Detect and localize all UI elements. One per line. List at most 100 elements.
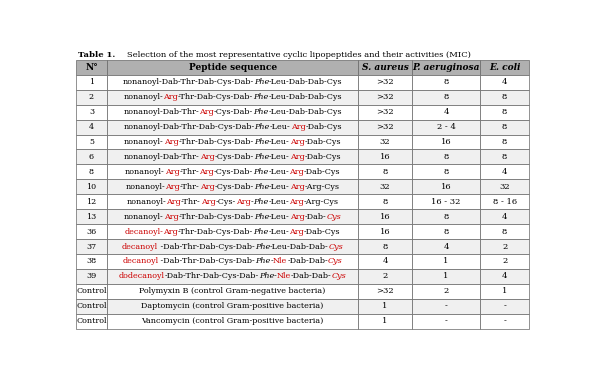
Text: -Dab-Thr-Dab-Cys-Dab-: -Dab-Thr-Dab-Cys-Dab- (158, 243, 255, 250)
Bar (76, 224, 107, 239)
Text: Arg: Arg (290, 123, 305, 131)
Text: -Dab-Cys: -Dab-Cys (305, 138, 341, 146)
Text: 32: 32 (380, 138, 390, 146)
Text: -Leu-: -Leu- (268, 198, 289, 206)
Text: 16: 16 (380, 153, 390, 161)
Text: 2: 2 (502, 243, 508, 250)
Text: Arg: Arg (199, 108, 214, 116)
Text: 37: 37 (86, 243, 96, 250)
Text: 8: 8 (502, 228, 508, 236)
Bar (412, 284, 480, 299)
Bar (76, 254, 107, 269)
Text: 8: 8 (443, 168, 449, 176)
Text: Phe: Phe (255, 257, 270, 266)
Text: nonanoyl-: nonanoyl- (126, 198, 166, 206)
Text: Cys: Cys (332, 272, 346, 280)
Text: Vancomycin (control Gram-positive bacteria): Vancomycin (control Gram-positive bacter… (142, 317, 324, 325)
Bar (76, 135, 107, 150)
Text: N°: N° (85, 63, 98, 72)
Text: -Thr-: -Thr- (181, 198, 201, 206)
Text: >32: >32 (376, 123, 394, 131)
Text: Arg: Arg (289, 228, 304, 236)
Text: Arg: Arg (290, 213, 305, 221)
Bar (76, 269, 107, 284)
Text: 8: 8 (89, 168, 94, 176)
Bar (412, 209, 480, 224)
Bar (412, 164, 480, 179)
Text: -Leu-: -Leu- (269, 153, 290, 161)
Text: 8: 8 (443, 228, 449, 236)
Text: Daptomycin (control Gram-positive bacteria): Daptomycin (control Gram-positive bacter… (142, 302, 324, 310)
Text: -Leu-Dab-Dab-: -Leu-Dab-Dab- (270, 243, 328, 250)
Text: Phe: Phe (255, 243, 270, 250)
Text: Arg: Arg (164, 213, 178, 221)
Text: 1: 1 (89, 78, 94, 86)
Bar (76, 60, 107, 75)
Text: 4: 4 (502, 213, 508, 221)
Text: nonanoyl-: nonanoyl- (125, 168, 165, 176)
Text: decanoyl-: decanoyl- (124, 228, 164, 236)
Bar (480, 254, 530, 269)
Text: Arg: Arg (163, 93, 178, 101)
Text: -Arg-Cys: -Arg-Cys (305, 183, 340, 191)
Text: -: - (270, 257, 273, 266)
Bar (412, 119, 480, 135)
Text: 16: 16 (441, 138, 452, 146)
Bar (358, 105, 412, 119)
Text: 1: 1 (502, 287, 508, 295)
Bar (480, 224, 530, 239)
Text: Control: Control (76, 302, 107, 310)
Text: 2: 2 (502, 257, 508, 266)
Text: Phe: Phe (253, 228, 268, 236)
Bar (358, 284, 412, 299)
Text: nonanoyl-Dab-Thr-: nonanoyl-Dab-Thr- (123, 108, 199, 116)
Text: 39: 39 (86, 272, 96, 280)
Bar (358, 150, 412, 164)
Text: -Thr-Dab-Cys-Dab-: -Thr-Dab-Cys-Dab- (178, 228, 253, 236)
Text: 1: 1 (443, 257, 449, 266)
Bar (358, 179, 412, 194)
Text: nonanoyl-Dab-Thr-Dab-Cys-Dab-: nonanoyl-Dab-Thr-Dab-Cys-Dab- (123, 123, 255, 131)
Text: Nle: Nle (277, 272, 291, 280)
Bar (107, 135, 358, 150)
Text: Phe: Phe (259, 272, 274, 280)
Text: nonanoyl-: nonanoyl- (124, 213, 164, 221)
Text: -Cys-Dab-: -Cys-Dab- (214, 108, 253, 116)
Bar (76, 284, 107, 299)
Text: 1: 1 (443, 272, 449, 280)
Text: -Dab-Cys: -Dab-Cys (305, 153, 341, 161)
Bar (412, 105, 480, 119)
Bar (480, 314, 530, 329)
Text: -Dab-Cys: -Dab-Cys (304, 168, 340, 176)
Bar (107, 90, 358, 105)
Bar (358, 164, 412, 179)
Text: -Thr-Dab-Cys-Dab-: -Thr-Dab-Cys-Dab- (178, 213, 254, 221)
Bar (358, 254, 412, 269)
Text: 2: 2 (89, 93, 94, 101)
Bar (412, 150, 480, 164)
Bar (358, 135, 412, 150)
Bar (358, 194, 412, 209)
Text: -Leu-: -Leu- (269, 213, 290, 221)
Text: 4: 4 (502, 168, 508, 176)
Text: Arg: Arg (165, 183, 180, 191)
Bar (76, 105, 107, 119)
Text: 4: 4 (443, 243, 449, 250)
Text: Arg: Arg (199, 168, 214, 176)
Bar (76, 119, 107, 135)
Text: Phe: Phe (253, 93, 268, 101)
Text: -: - (444, 302, 447, 310)
Text: decanoyl: decanoyl (122, 243, 158, 250)
Bar (76, 194, 107, 209)
Bar (107, 299, 358, 314)
Bar (358, 75, 412, 90)
Text: Arg: Arg (200, 183, 215, 191)
Text: 32: 32 (499, 183, 510, 191)
Text: 2: 2 (383, 272, 388, 280)
Bar (480, 119, 530, 135)
Bar (358, 119, 412, 135)
Text: 36: 36 (86, 228, 96, 236)
Text: 3: 3 (89, 108, 94, 116)
Text: -Leu-Dab-Dab-Cys: -Leu-Dab-Dab-Cys (268, 93, 342, 101)
Text: -: - (503, 302, 506, 310)
